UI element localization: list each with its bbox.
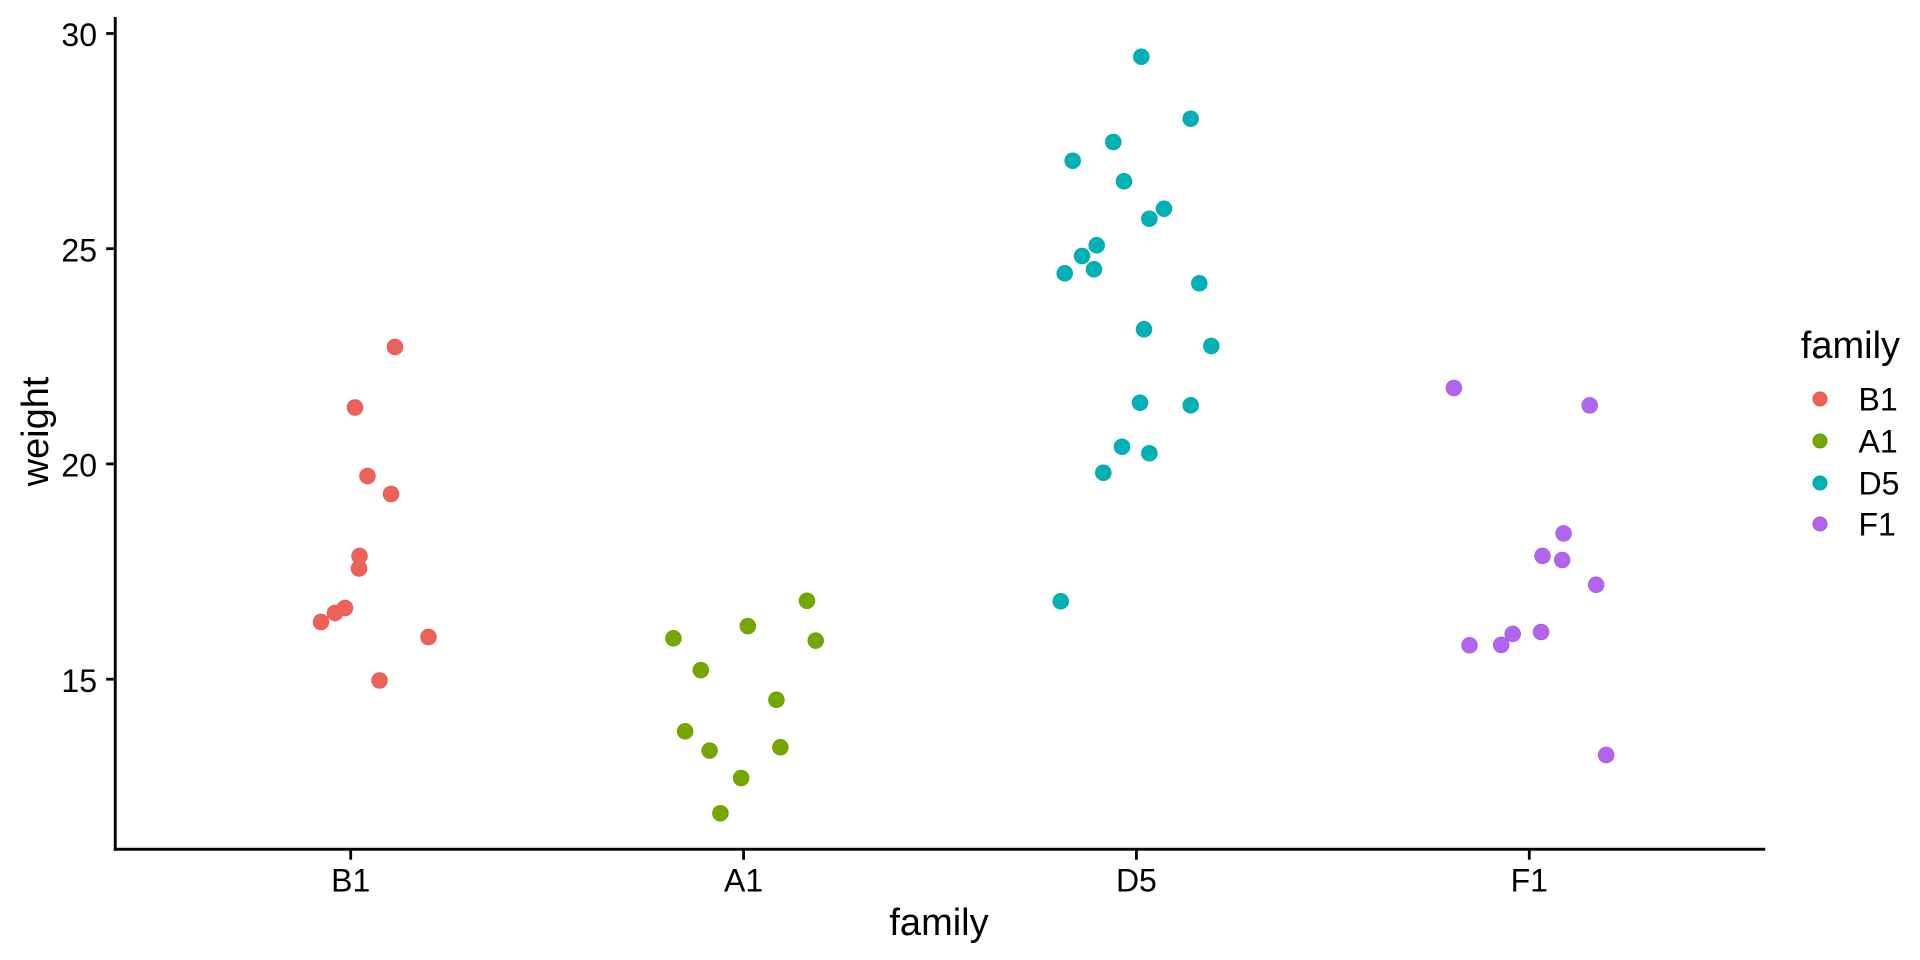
svg-text:A1: A1 [1859,424,1898,460]
svg-text:weight: weight [15,376,57,487]
svg-text:15: 15 [61,663,97,699]
svg-text:A1: A1 [724,862,763,898]
svg-text:F1: F1 [1511,862,1548,898]
svg-text:family: family [889,902,988,944]
svg-text:D5: D5 [1859,466,1900,502]
svg-text:D5: D5 [1116,862,1157,898]
svg-text:F1: F1 [1859,507,1896,543]
svg-text:30: 30 [61,17,97,53]
svg-text:B1: B1 [1859,382,1898,418]
svg-text:B1: B1 [331,862,370,898]
svg-text:25: 25 [61,232,97,268]
svg-text:family: family [1801,325,1900,367]
svg-text:20: 20 [61,448,97,484]
